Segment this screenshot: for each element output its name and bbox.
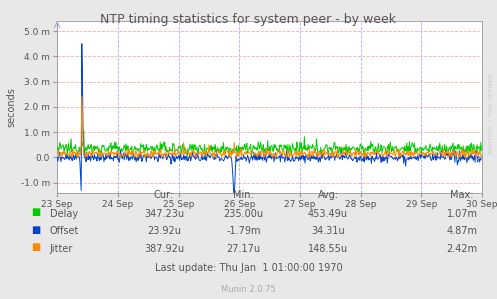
Text: 235.00u: 235.00u bbox=[224, 209, 263, 219]
Text: Last update: Thu Jan  1 01:00:00 1970: Last update: Thu Jan 1 01:00:00 1970 bbox=[155, 263, 342, 273]
Text: 23.92u: 23.92u bbox=[147, 226, 181, 236]
Text: Offset: Offset bbox=[50, 226, 79, 236]
Text: ■: ■ bbox=[31, 225, 40, 235]
Text: Munin 2.0.75: Munin 2.0.75 bbox=[221, 285, 276, 294]
Text: Min:: Min: bbox=[233, 190, 254, 200]
Text: 4.87m: 4.87m bbox=[447, 226, 478, 236]
Text: ■: ■ bbox=[31, 208, 40, 217]
Y-axis label: seconds: seconds bbox=[7, 87, 17, 127]
Text: NTP timing statistics for system peer - by week: NTP timing statistics for system peer - … bbox=[100, 13, 397, 26]
Text: 387.92u: 387.92u bbox=[144, 244, 184, 254]
Text: 453.49u: 453.49u bbox=[308, 209, 348, 219]
Text: Jitter: Jitter bbox=[50, 244, 73, 254]
Text: 34.31u: 34.31u bbox=[311, 226, 345, 236]
Text: ■: ■ bbox=[31, 242, 40, 252]
Text: 148.55u: 148.55u bbox=[308, 244, 348, 254]
Text: 1.07m: 1.07m bbox=[447, 209, 478, 219]
Text: 347.23u: 347.23u bbox=[144, 209, 184, 219]
Text: Max:: Max: bbox=[450, 190, 474, 200]
Text: RRDTOOL / TOBI OETIKER: RRDTOOL / TOBI OETIKER bbox=[488, 73, 493, 154]
Text: Avg:: Avg: bbox=[318, 190, 338, 200]
Text: Cur:: Cur: bbox=[154, 190, 174, 200]
Text: -1.79m: -1.79m bbox=[226, 226, 261, 236]
Text: 2.42m: 2.42m bbox=[447, 244, 478, 254]
Text: 27.17u: 27.17u bbox=[227, 244, 260, 254]
Text: Delay: Delay bbox=[50, 209, 78, 219]
